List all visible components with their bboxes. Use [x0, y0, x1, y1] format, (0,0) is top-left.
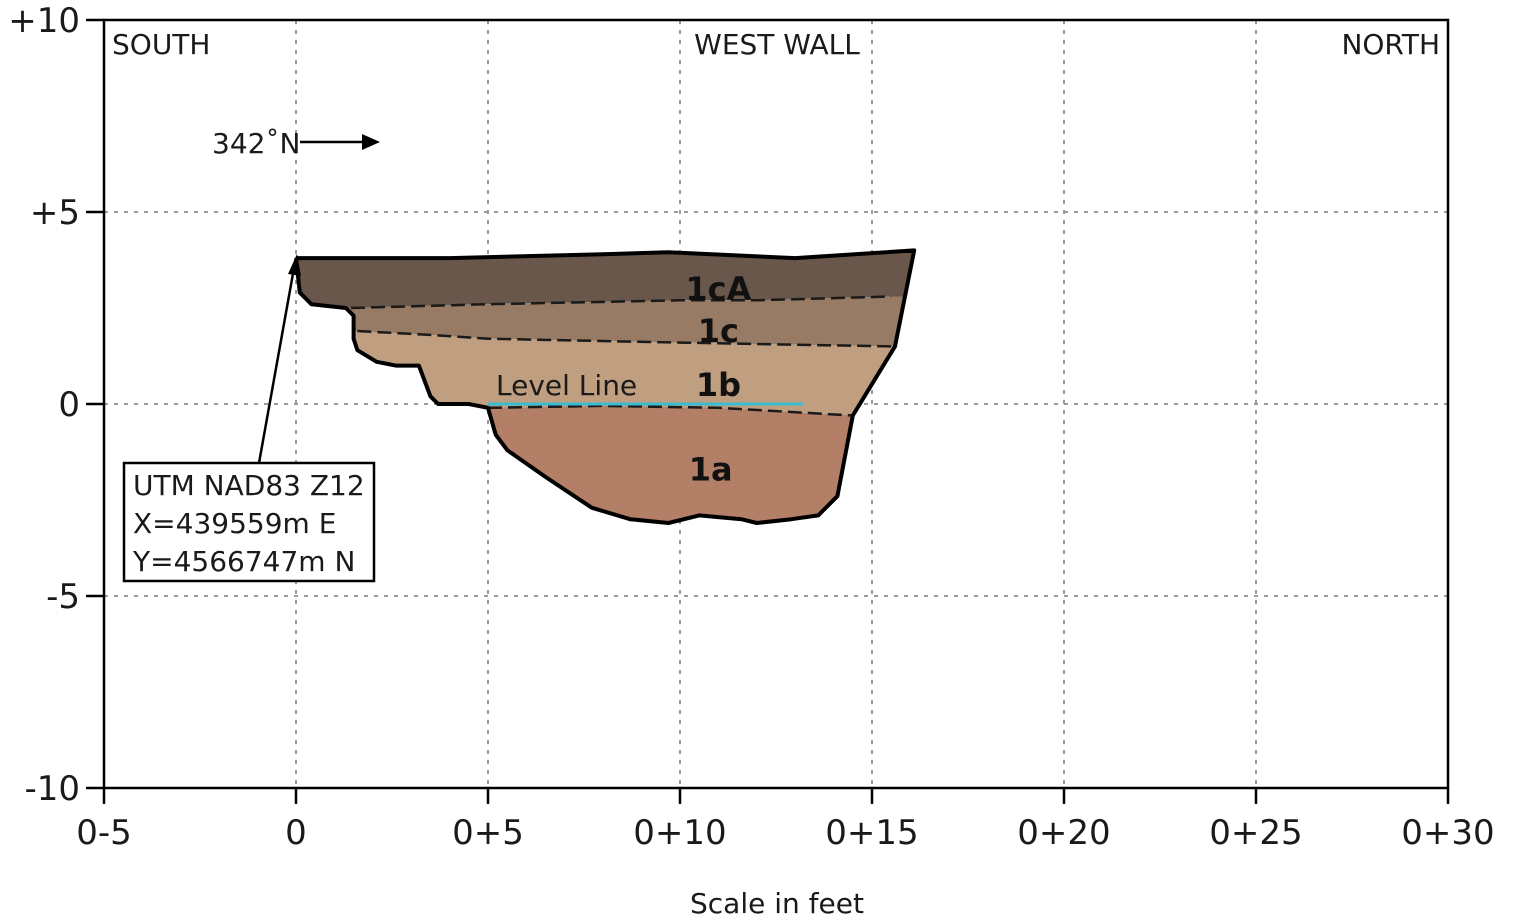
orientation-label: 342˚N: [212, 127, 300, 160]
layer-boundaries: [296, 291, 892, 417]
boundary-1cA: [296, 291, 892, 310]
y-tick-label: +10: [8, 1, 80, 41]
datum-pointer-line: [257, 267, 296, 464]
wall-title: WEST WALL: [694, 28, 860, 61]
layer-labels: 1cA 1c 1b 1a: [685, 270, 751, 488]
x-tick-label: 0+20: [1017, 813, 1110, 853]
arrow-right-icon: [362, 134, 380, 150]
datum-callout: UTM NAD83 Z12 X=439559m E Y=4566747m N: [122, 254, 376, 583]
boundary-1c: [357, 329, 892, 348]
layer-label-1c: 1c: [698, 312, 739, 350]
layer-1b: [296, 331, 915, 416]
y-tick-label: -10: [24, 769, 80, 809]
y-axis: +10 +5 0 -5 -10: [8, 1, 104, 809]
south-label: SOUTH: [112, 28, 210, 61]
datum-box: [122, 461, 376, 583]
boundary-1b: [487, 404, 853, 417]
x-tick-label: 0+15: [825, 813, 918, 853]
x-tick-label: 0+5: [452, 813, 524, 853]
profile-outline: [294, 248, 917, 525]
y-tick-label: +5: [30, 193, 80, 233]
north-label: NORTH: [1341, 28, 1440, 61]
layer-1c: [296, 296, 915, 347]
x-tick-label: 0-5: [76, 813, 132, 853]
level-line-label: Level Line: [496, 369, 637, 402]
layer-1cA: [296, 250, 915, 308]
x-axis-title: Scale in feet: [690, 887, 864, 920]
datum-line-1: UTM NAD83 Z12: [133, 469, 365, 502]
datum-line-3: Y=4566747m N: [132, 545, 355, 578]
x-axis: 0-5 0 0+5 0+10 0+15 0+20 0+25 0+30: [76, 788, 1495, 853]
x-tick-label: 0+25: [1209, 813, 1302, 853]
x-tick-label: 0+30: [1401, 813, 1494, 853]
arrow-up-icon: [288, 254, 301, 276]
layer-label-1a: 1a: [689, 450, 733, 488]
y-tick-label: -5: [46, 577, 80, 617]
layer-label-1b: 1b: [696, 366, 741, 404]
datum-line-2: X=439559m E: [133, 507, 336, 540]
x-tick-label: 0+10: [633, 813, 726, 853]
y-tick-label: 0: [58, 385, 80, 425]
layer-label-1cA: 1cA: [685, 270, 751, 308]
x-tick-label: 0: [285, 813, 307, 853]
orientation-indicator: 342˚N: [212, 127, 380, 160]
